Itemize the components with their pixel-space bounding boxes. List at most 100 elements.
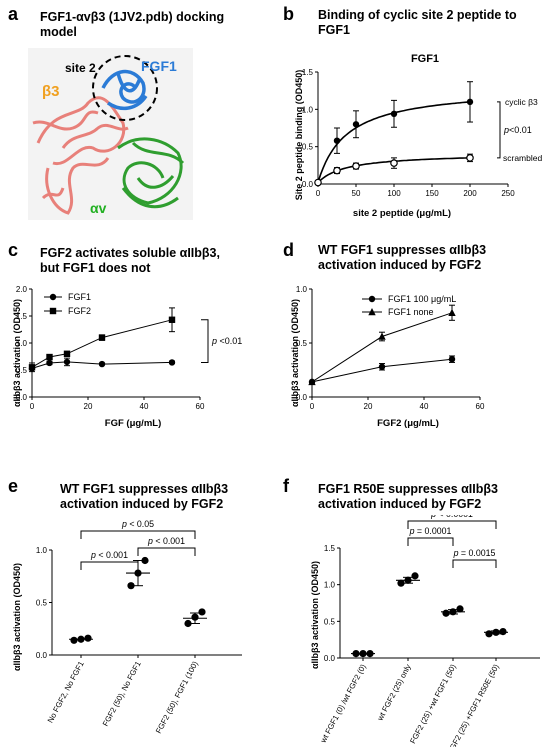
title-d-line2: activation induced by FGF2 — [318, 258, 482, 272]
y-tick-label: 1.5 — [16, 312, 28, 321]
data-point — [63, 350, 71, 357]
p-value-annotation: p < 0.001 — [147, 536, 185, 546]
category-label-3: FGF2 (25) +FGF1 R50E (50) — [446, 662, 501, 747]
panel-title-e: WT FGF1 suppresses αIIbβ3 activation ind… — [60, 482, 228, 512]
comparison-bracket — [452, 559, 497, 568]
legend-label-fgf2: FGF2 — [68, 306, 91, 316]
sig-bracket — [497, 101, 501, 159]
title-d-line1: WT FGF1 suppresses αIIbβ3 — [318, 243, 487, 257]
panel-title-a: FGF1-αvβ3 (1JV2.pdb) docking model — [40, 10, 224, 40]
y-tick-label: 1.5 — [302, 68, 314, 77]
alphav-ribbon — [117, 137, 185, 209]
comparison-bracket — [80, 561, 139, 570]
panel-label-c: c — [8, 240, 19, 260]
data-point — [333, 166, 341, 175]
beta3-label: β3 — [42, 83, 60, 100]
p-value-annotation: p < 0.0001 — [430, 515, 473, 519]
category-label-1: wt FGF2 (25) only — [375, 663, 413, 723]
data-point — [198, 608, 206, 616]
y-tick-label: 1.0 — [16, 339, 28, 348]
comparison-bracket — [407, 537, 454, 546]
x-tick-label: 60 — [196, 402, 205, 411]
data-point — [378, 332, 386, 340]
chart-f-ylabel: αIIbβ3 activation (OD450) — [310, 561, 320, 669]
data-point — [46, 353, 53, 361]
chart-f: αIIbβ3 activation (OD450) 0.0 0.5 1.0 1.5 wt… — [310, 515, 540, 747]
data-point — [390, 159, 398, 167]
title-e-line1: WT FGF1 suppresses αIIbβ3 — [60, 482, 229, 496]
x-tick-label: 250 — [501, 189, 515, 198]
title-b-line1: Binding of cyclic site 2 peptide to — [318, 8, 517, 22]
data-point — [378, 363, 386, 370]
data-point — [448, 308, 456, 316]
data-point — [98, 360, 106, 368]
comparison-bracket — [137, 547, 196, 556]
title-a-line1: FGF1-αvβ3 (1JV2.pdb) docking — [40, 10, 225, 24]
data-point — [411, 572, 419, 580]
x-tick-label: 200 — [463, 189, 477, 198]
category-label-2: FGF2 (25) +wt FGF1 (50) — [408, 662, 458, 745]
chart-d-ylabel: αIIbβ3 activation (OD450) — [290, 299, 300, 407]
data-point — [28, 364, 36, 371]
legend-marker-fgf1-none — [368, 308, 376, 316]
chart-b: FGF1 site 2 peptide (μg/mL) Site 2 pepti… — [294, 53, 545, 219]
data-point — [84, 634, 92, 642]
fgf1-ribbon — [101, 69, 148, 111]
data-point — [466, 154, 474, 162]
x-tick-label: 20 — [364, 402, 373, 411]
y-tick-label: 1.0 — [36, 546, 48, 555]
data-point — [141, 556, 149, 565]
p-value-annotation: p = 0.0015 — [453, 548, 496, 558]
panel-title-d: WT FGF1 suppresses αIIbβ3 activation ind… — [318, 243, 486, 273]
data-point — [442, 609, 450, 617]
y-tick-label: 0.0 — [16, 393, 28, 402]
title-b-line2: FGF1 — [318, 23, 350, 37]
beta3-ribbon — [32, 96, 129, 215]
panel-label-b: b — [283, 4, 294, 24]
data-point — [448, 356, 456, 363]
comparison-bracket — [407, 520, 497, 529]
site2-circle — [92, 55, 158, 121]
y-tick-label: 1.5 — [324, 544, 336, 553]
y-tick-label: 2.0 — [16, 285, 28, 294]
site2-label: site 2 — [65, 61, 96, 75]
x-tick-label: 20 — [84, 402, 93, 411]
x-tick-label: 150 — [425, 189, 439, 198]
category-label-0: wt FGF1 (0) /wt FGF2 (0) — [318, 662, 368, 745]
data-point — [70, 636, 78, 644]
y-tick-label: 0.5 — [16, 366, 28, 375]
title-a-line2: model — [40, 25, 77, 39]
y-tick-label: 0.0 — [302, 180, 314, 189]
y-tick-label: 0.5 — [36, 599, 48, 608]
y-tick-label: 0.5 — [296, 339, 308, 348]
data-point — [352, 162, 360, 170]
x-tick-label: 100 — [387, 189, 401, 198]
chart-b-ylabel: Site 2 peptide binding (OD450) — [294, 70, 304, 201]
title-e-line2: activation induced by FGF2 — [60, 497, 224, 511]
series-line-0 — [311, 358, 453, 383]
panel-title-b: Binding of cyclic site 2 peptide to FGF1 — [318, 8, 517, 38]
category-label-1: FGF2 (50), No FGF1 — [101, 660, 143, 728]
x-tick-label: 0 — [30, 402, 35, 411]
data-point — [184, 619, 192, 628]
panel-label-e: e — [8, 476, 19, 496]
p-value-annotation: p < 0.001 — [90, 550, 128, 560]
y-tick-label: 1.0 — [296, 285, 308, 294]
data-point — [168, 359, 176, 366]
chart-c-ylabel: αIIbβ3 activation (OD450) — [12, 299, 22, 407]
sig-bracket — [201, 319, 209, 363]
panel-title-c: FGF2 activates soluble αIIbβ3, but FGF1 … — [40, 246, 220, 276]
data-point — [499, 628, 507, 636]
chart-c: αIIbβ3 activation (OD450) FGF (μg/mL) 0.… — [12, 285, 242, 429]
series-line-1 — [31, 319, 173, 368]
legend-marker-fgf1 — [49, 293, 57, 301]
data-point — [456, 605, 464, 613]
data-point — [390, 110, 398, 118]
x-tick-label: 40 — [140, 402, 149, 411]
docking-model-illustration: site 2 FGF1 β3 αv — [28, 48, 193, 220]
data-point — [397, 579, 405, 587]
category-label-0: No FGF2, No FGF1 — [46, 660, 86, 725]
data-point — [46, 359, 53, 367]
p-value-annotation: p = 0.0001 — [409, 526, 452, 536]
